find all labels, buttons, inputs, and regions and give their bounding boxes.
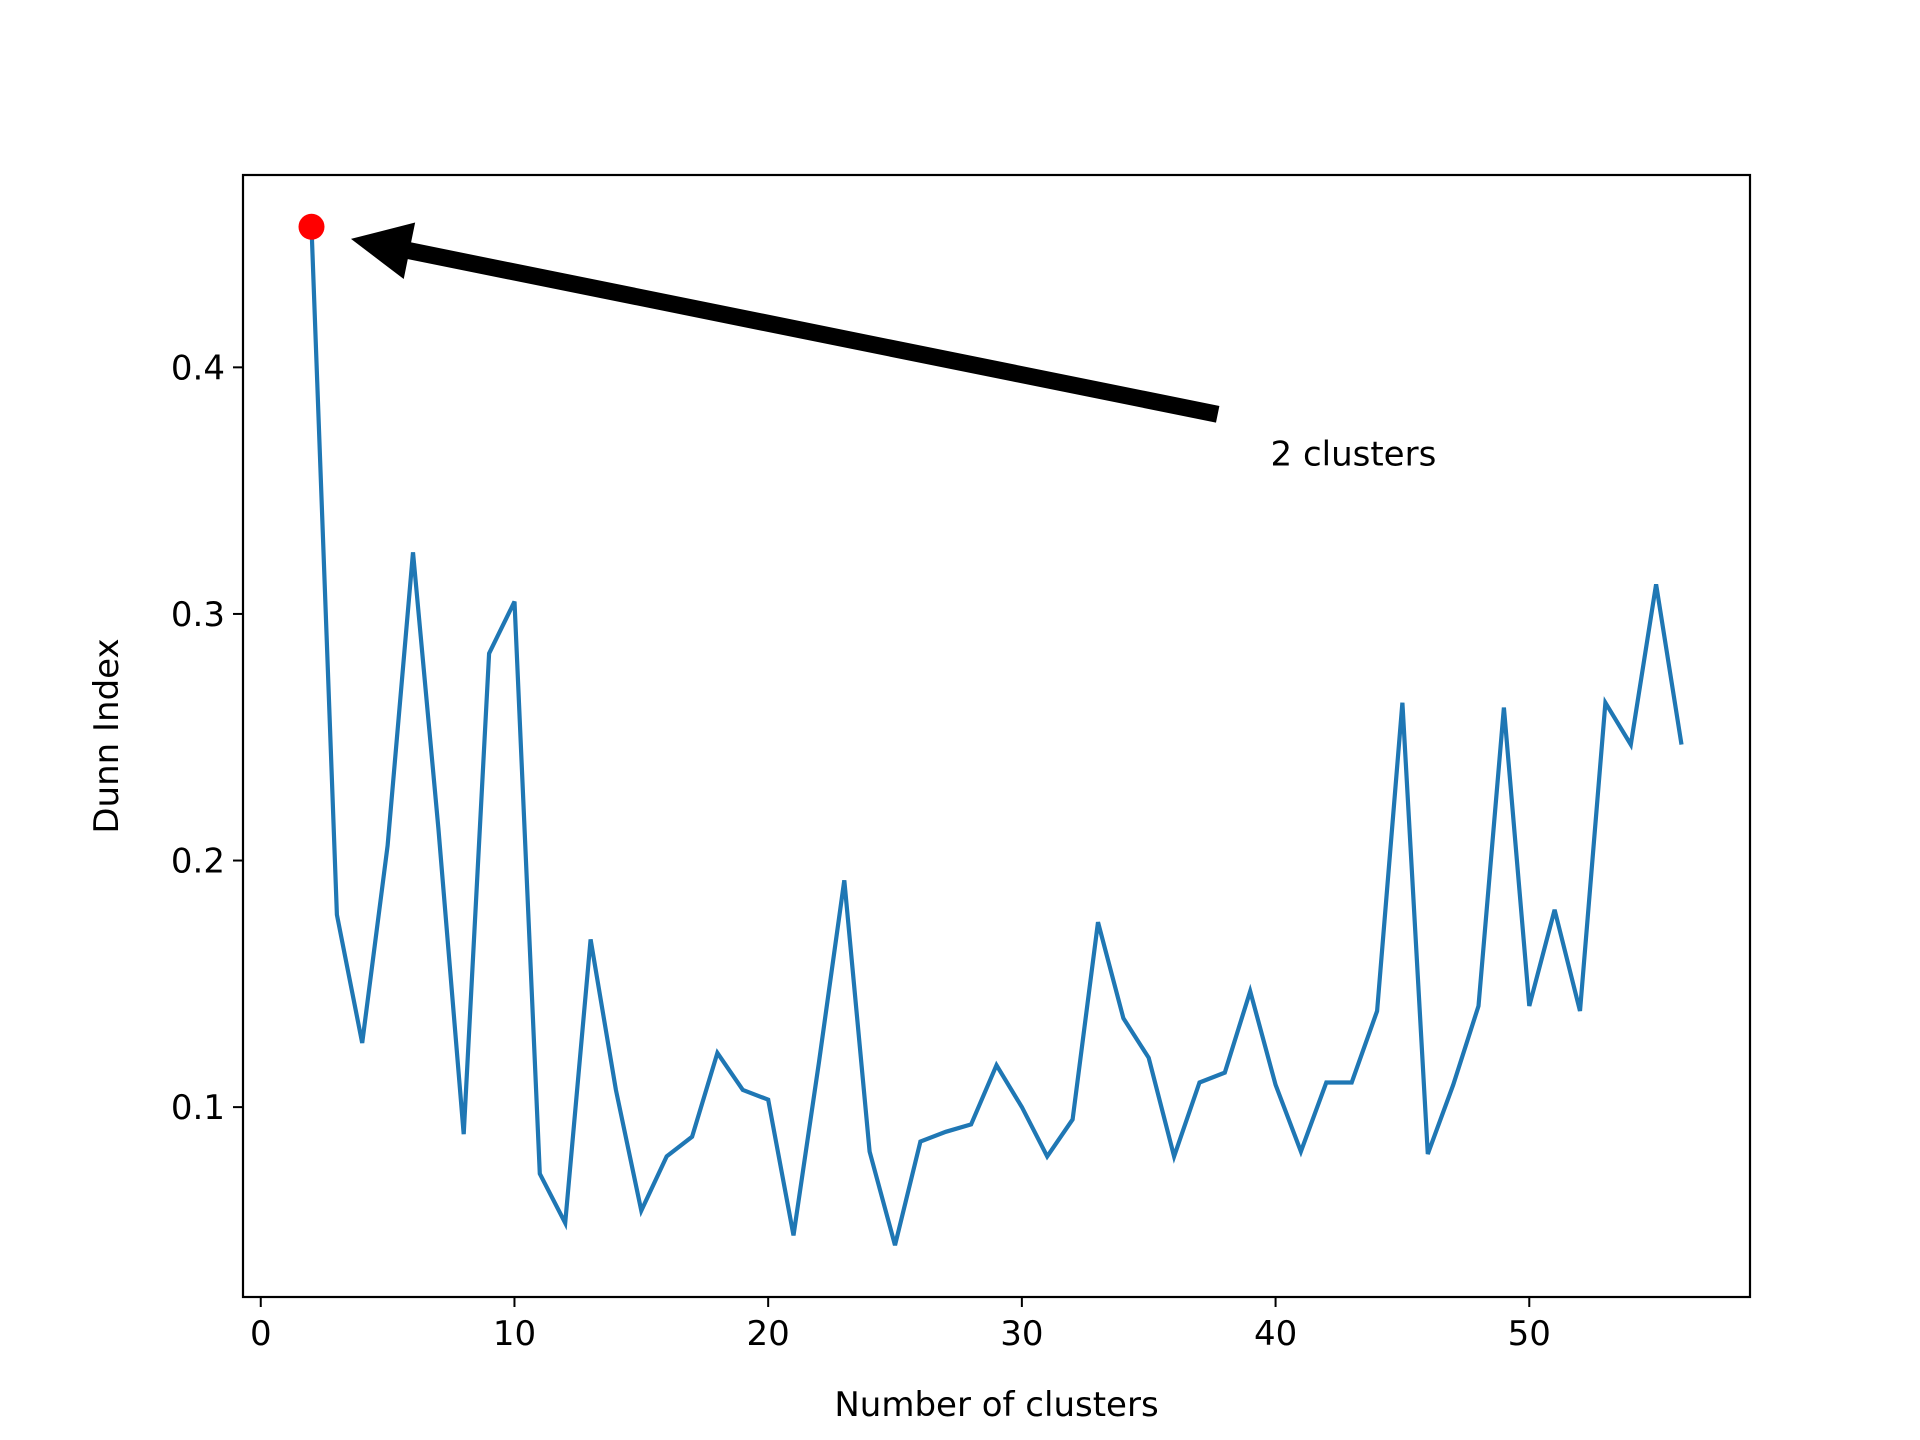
axes-layer: 0 10 20 30 40 50 0.1 0.2 0.3 0.4 (171, 173, 1752, 1354)
x-tick-label: 0 (250, 1314, 272, 1354)
y-tick-label: 0.2 (171, 842, 225, 882)
x-tick-label: 50 (1508, 1314, 1551, 1354)
y-axis-label: Dunn Index (87, 638, 127, 833)
x-tick-label: 10 (493, 1314, 536, 1354)
x-tick-label: 20 (747, 1314, 790, 1354)
x-tick-label: 40 (1254, 1314, 1297, 1354)
plot-frame (241, 173, 1752, 1299)
x-tick-label: 30 (1000, 1314, 1043, 1354)
x-axis-label: Number of clusters (834, 1385, 1158, 1425)
y-tick-label: 0.3 (171, 595, 225, 635)
y-tick-label: 0.1 (171, 1088, 225, 1128)
series-layer (298, 213, 1684, 1246)
y-tick-label: 0.4 (171, 348, 225, 388)
annotation-label: 2 clusters (1271, 435, 1437, 475)
series-line (309, 226, 1684, 1246)
annotation-arrow (350, 222, 1220, 423)
highlight-point (298, 213, 325, 240)
annotation-layer: 2 clusters (350, 222, 1437, 475)
